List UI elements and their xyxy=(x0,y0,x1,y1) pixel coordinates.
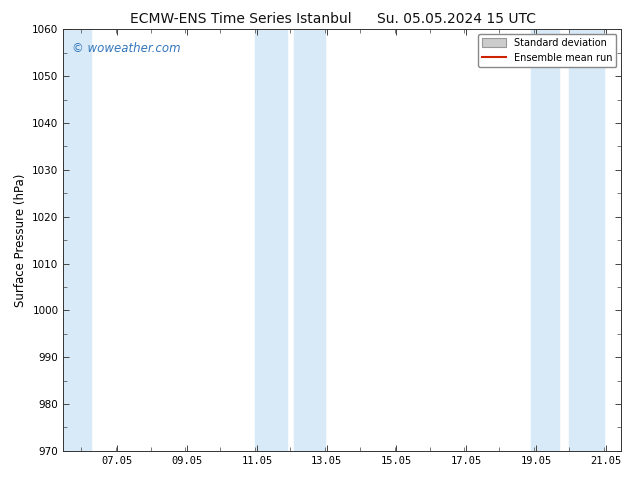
Y-axis label: Surface Pressure (hPa): Surface Pressure (hPa) xyxy=(14,173,27,307)
Bar xyxy=(63,29,91,451)
Text: Su. 05.05.2024 15 UTC: Su. 05.05.2024 15 UTC xyxy=(377,12,536,26)
Legend: Standard deviation, Ensemble mean run: Standard deviation, Ensemble mean run xyxy=(478,34,616,67)
Bar xyxy=(531,29,559,451)
Text: © woweather.com: © woweather.com xyxy=(72,42,181,55)
Bar xyxy=(255,29,287,451)
Bar xyxy=(569,29,604,451)
Bar xyxy=(294,29,325,451)
Text: ECMW-ENS Time Series Istanbul: ECMW-ENS Time Series Istanbul xyxy=(130,12,352,26)
